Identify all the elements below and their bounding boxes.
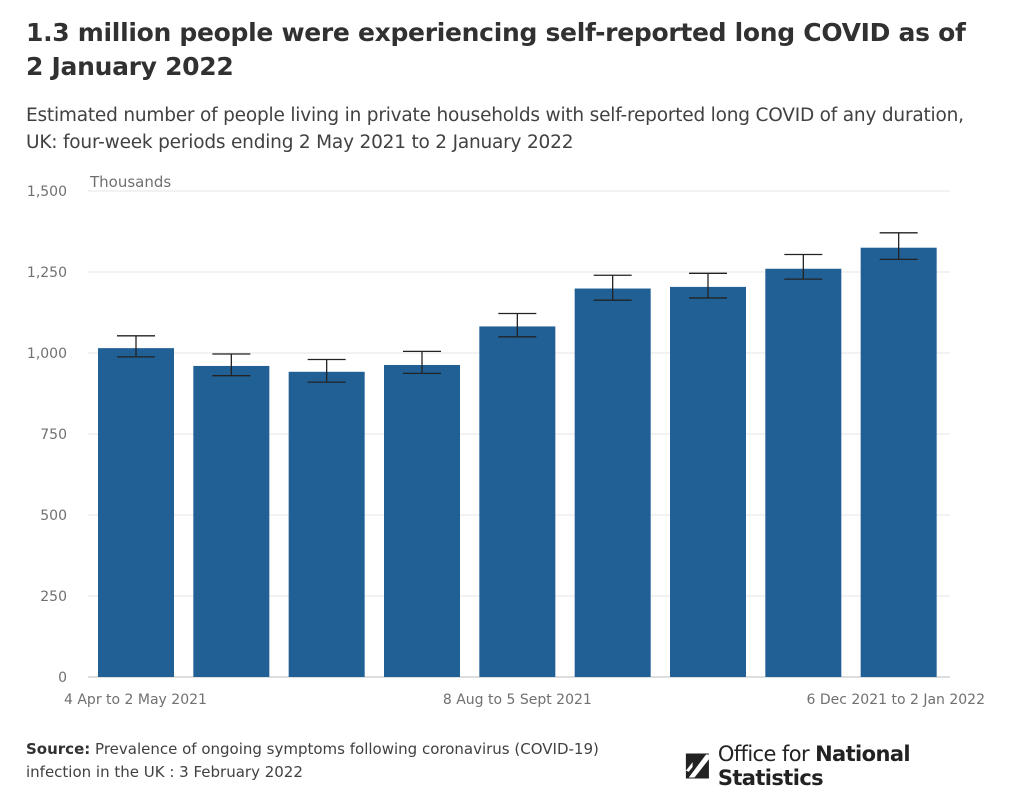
error-bar xyxy=(498,312,537,338)
source-note: Source: Prevalence of ongoing symptoms f… xyxy=(26,738,666,784)
error-bar xyxy=(689,272,727,299)
ons-logo[interactable]: Office for National Statistics xyxy=(683,742,1010,790)
error-bar xyxy=(879,232,918,261)
bar[interactable] xyxy=(574,288,651,677)
error-bar xyxy=(403,350,441,375)
x-tick-label: 8 Aug to 5 Sept 2021 xyxy=(443,692,592,708)
bar[interactable] xyxy=(384,364,460,677)
y-tick-label: 1,250 xyxy=(27,265,67,281)
ons-logo-text: Office for National Statistics xyxy=(718,742,1010,790)
y-tick-label: 250 xyxy=(40,589,67,605)
chart-subtitle: Estimated number of people living in pri… xyxy=(26,105,964,153)
source-link[interactable]: Prevalence of ongoing symptoms following… xyxy=(26,740,599,781)
error-bar xyxy=(307,358,346,383)
error-bar xyxy=(593,274,632,301)
ons-logo-icon xyxy=(685,753,709,779)
bar[interactable] xyxy=(288,371,365,677)
chart-title: 1.3 million people were experiencing sel… xyxy=(26,18,966,81)
x-tick-label: 4 Apr to 2 May 2021 xyxy=(64,692,207,708)
source-label: Source: xyxy=(26,740,91,758)
ons-logo-text-bold: National Statistics xyxy=(717,742,911,790)
y-axis-unit-label: Thousands xyxy=(89,173,171,191)
error-bars xyxy=(117,232,918,383)
bar[interactable] xyxy=(479,326,556,677)
ons-logo-text-light: Office for xyxy=(717,742,816,766)
y-tick-label: 750 xyxy=(40,427,67,443)
error-bar xyxy=(117,335,155,358)
y-tick-label: 1,000 xyxy=(27,346,67,362)
y-tick-label: 500 xyxy=(40,508,67,524)
y-tick-label: 1,500 xyxy=(27,184,67,200)
bar[interactable] xyxy=(765,268,842,677)
bar[interactable] xyxy=(670,286,746,677)
bars xyxy=(98,247,937,677)
x-axis-ticks: 4 Apr to 2 May 2021 8 Aug to 5 Sept 2021 6… xyxy=(64,692,985,708)
error-bar xyxy=(212,353,251,377)
bar[interactable] xyxy=(193,365,270,677)
y-axis-ticks: 0 250 500 750 1,000 1,250 1,500 xyxy=(27,184,67,686)
bar-chart: Thousands 0 250 500 750 1,000 1,250 1,500 4 Ap… xyxy=(27,173,985,708)
bar[interactable] xyxy=(860,247,937,677)
bar[interactable] xyxy=(98,348,174,677)
y-tick-label: 0 xyxy=(58,670,67,686)
error-bar xyxy=(784,253,823,280)
x-tick-label: 6 Dec 2021 to 2 Jan 2022 xyxy=(807,692,986,708)
